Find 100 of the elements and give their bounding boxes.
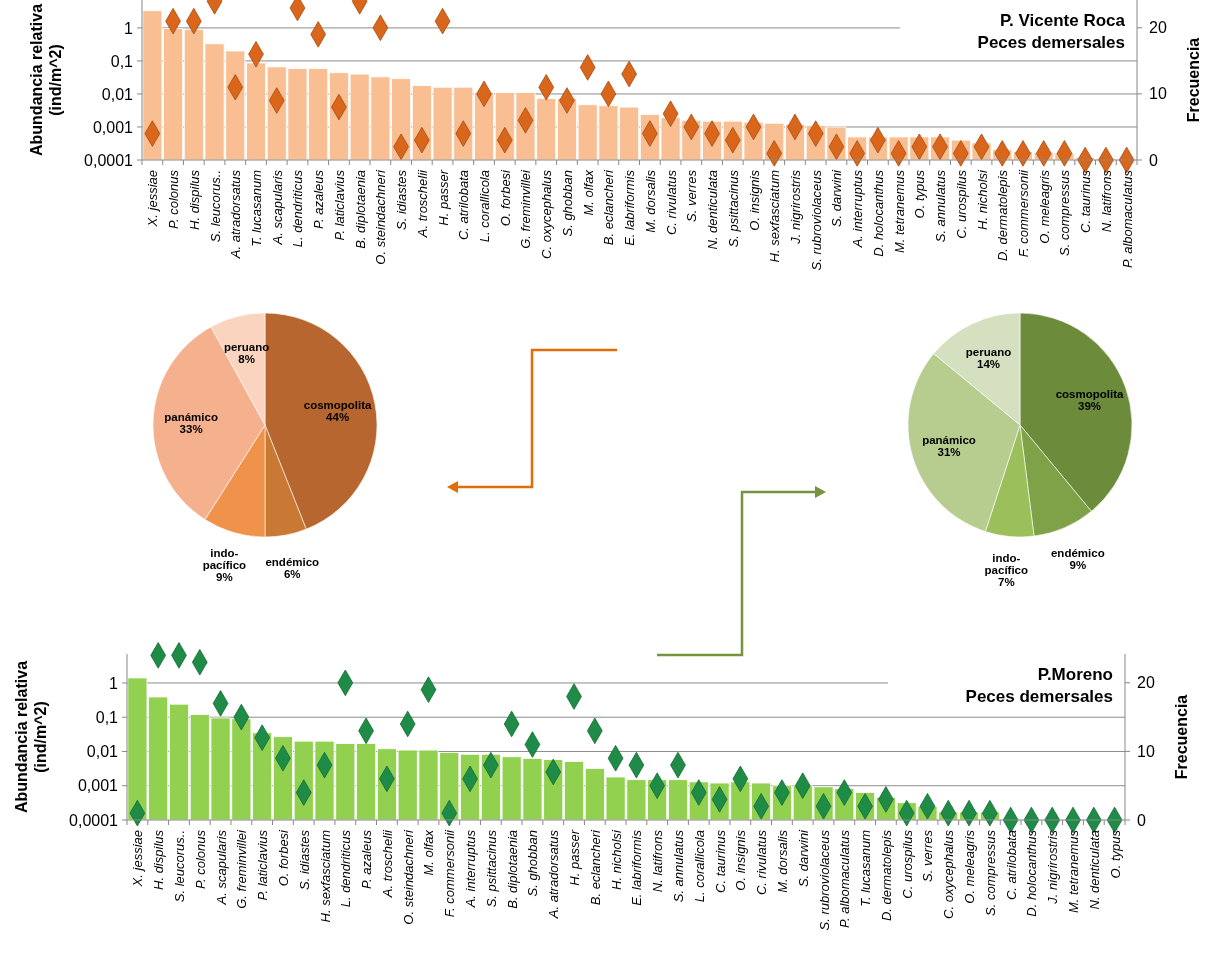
x-tick-label: H. dispilus [186,169,202,230]
data-label: 7% [997,575,1015,588]
x-tick-label: H. sexfasciatum [317,829,333,923]
y-axis-title: Abundancia relativa (ind/m^2) [28,3,64,157]
x-tick-label: H. dispilus [151,829,167,890]
x-tick-label: M. tetranemus [1066,829,1082,914]
x-tick-label: O. typus [912,169,928,219]
x-tick-label: S. ghobban [559,170,575,237]
y2-tick-label: 0 [1149,151,1158,169]
data-label: 44% [326,411,350,424]
x-tick-label: X. jessiae [130,830,146,888]
x-tick-label: S. darwini [829,168,845,228]
x-tick-label: S. annulatus [670,829,686,903]
x-tick-label: A. interruptus [850,169,866,249]
y-tick-label: 1 [124,19,134,37]
x-tick-label: A. troschelii [414,168,430,239]
x-tick-label: L. corallicola [691,830,707,903]
slice-label: cosmopolita [1055,387,1125,400]
x-tick-label: N. denticulata [1086,830,1102,910]
y2-tick-label: 10 [1149,85,1167,103]
x-tick-label: L. dendriticus [338,829,354,908]
x-tick-label: O. meleagris [1036,169,1052,244]
x-tick-label: O. insignis [746,169,762,231]
x-tick-label: O. steindachneri [373,168,389,265]
text: P. Vicente Roca [999,11,1126,30]
slice-label: indo-pacífico [202,546,247,571]
x-tick-label: N. latifrons [650,829,666,893]
x-tick-label: N. latifrons [1098,169,1114,233]
x-tick-label: S. darwini [795,828,811,888]
x-tick-label: O. forbesi [275,828,291,887]
x-tick-label: A. atradorsatus [546,829,562,920]
x-tick-label: S. annulatus [933,169,949,243]
x-tick-label: E. labriformis [629,829,645,906]
x-tick-label: M. tetranemus [891,169,907,254]
x-tick-label: T. lucasanum [249,169,265,247]
x-tick-label: A. troschelii [379,828,395,899]
x-tick-label: S. psittacinus [725,169,741,248]
slice-label: peruano [965,346,1012,359]
x-tick-label: S. leucorus.. [171,830,187,903]
y-tick-label: 0,001 [77,777,119,795]
x-tick-label: C. atrilobata [1003,830,1019,901]
x-tick-label: S. idiastes [296,829,312,890]
x-tick-label: D. dermatolepis [995,169,1011,262]
x-tick-label: C. urospilus [899,829,915,899]
x-tick-label: M. dorsalis [774,829,790,893]
x-tick-label: X. jessiae [145,170,161,228]
y-tick-label: 0,1 [95,708,119,726]
x-tick-label: F. commersonii [1015,168,1031,258]
text: Peces demersales [965,687,1113,706]
x-tick-label: C. oxycephalus [941,829,957,919]
x-tick-label: M. olfax [421,829,437,876]
x-tick-label: A. scapularis [213,829,229,906]
slice-label: endémico [265,556,320,569]
x-tick-label: L. dendriticus [290,169,306,248]
x-tick-label: H. passer [567,829,583,886]
x-tick-label: S. verres [684,169,700,223]
x-tick-label: L. corallicola [477,170,493,243]
x-tick-label: S. ghobban [525,830,541,897]
data-label: 9% [1069,558,1087,571]
x-tick-label: P. colonus [192,829,208,890]
y-tick-label: 1 [109,674,119,692]
x-tick-label: C. rivulatus [754,829,770,896]
x-tick-label: B. diplotaenia [352,170,368,249]
y2-tick-label: 0 [1137,811,1146,829]
x-tick-label: D. dermatolepis [878,829,894,922]
x-tick-label: E. labriformis [622,169,638,246]
x-tick-label: S. compressus [1057,169,1073,256]
x-tick-label: M. dorsalis [642,169,658,233]
x-tick-label: G. freminvillei [518,168,534,249]
x-tick-label: D. holocanthus [870,169,886,257]
x-tick-label: H. passer [435,169,451,226]
x-tick-label: J. nigrirostris [1045,829,1061,905]
data-label: 6% [283,568,301,581]
y2-tick-label: 20 [1137,674,1155,692]
y-axis-title: Abundancia relativa (ind/m^2) [13,660,49,814]
x-tick-label: D. holocanthus [1024,829,1040,917]
y-tick-label: 0,001 [92,118,134,136]
x-tick-label: P. azaleus [359,829,375,890]
x-tick-label: S. idiastes [394,169,410,230]
x-tick-label: H. nicholsi [608,828,624,890]
x-tick-label: F. commersonii [442,828,458,918]
x-tick-label: S. rubroviolaceus [816,829,832,931]
x-tick-label: S. compressus [982,829,998,916]
y-tick-label: 0,0001 [69,811,119,829]
slice-label: panámico [922,433,976,446]
x-tick-label: C. taurinus [1078,169,1094,233]
x-tick-label: B. diplotaenia [504,830,520,909]
data-label: 14% [977,358,1001,371]
data-label: 9% [216,570,233,583]
y2-tick-label: 20 [1149,19,1167,37]
x-tick-label: A. scapularis [269,169,285,246]
slice-label: indo-pacífico [984,551,1029,576]
x-tick-label: P. colonus [166,169,182,230]
x-tick-label: T. lucasanum [858,829,874,907]
slice-label: endémico [1050,546,1105,559]
y-tick-label: 0,01 [101,85,134,103]
x-tick-label: O. steindachneri [400,828,416,925]
data-label: 8% [238,353,255,366]
x-tick-label: P. albomaculatus [837,829,853,929]
x-tick-label: P. laticlavius [331,169,347,241]
